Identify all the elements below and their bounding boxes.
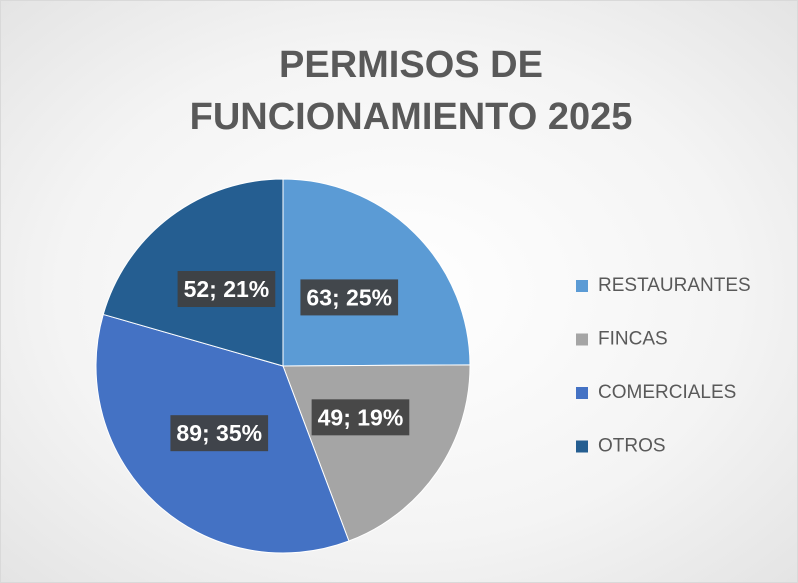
data-label-text: 52; 21%	[184, 276, 270, 302]
data-label: 63; 25%	[300, 279, 399, 316]
data-label-box	[300, 279, 399, 316]
pie-slice	[282, 178, 471, 367]
data-label-box	[311, 399, 410, 436]
data-label: 89; 35%	[170, 415, 269, 452]
data-label-box	[170, 415, 269, 452]
data-label-box	[177, 271, 276, 308]
legend-label: COMERCIALES	[598, 382, 736, 403]
data-label: 52; 21%	[177, 271, 276, 308]
legend-swatch	[576, 280, 588, 292]
data-label-text: 49; 19%	[318, 404, 404, 430]
legend-swatch	[576, 387, 588, 399]
data-label-text: 89; 35%	[176, 420, 262, 446]
data-label-text: 63; 25%	[306, 284, 392, 310]
legend-swatch	[576, 440, 588, 453]
legend-label: OTROS	[598, 436, 666, 457]
legend-label: FINCAS	[598, 329, 668, 350]
chart-title: PERMISOS DE FUNCIONAMIENTO 2025	[189, 44, 633, 138]
data-label: 49; 19%	[311, 399, 410, 436]
legend-label: RESTAURANTES	[598, 275, 751, 296]
legend-swatch	[576, 333, 588, 346]
